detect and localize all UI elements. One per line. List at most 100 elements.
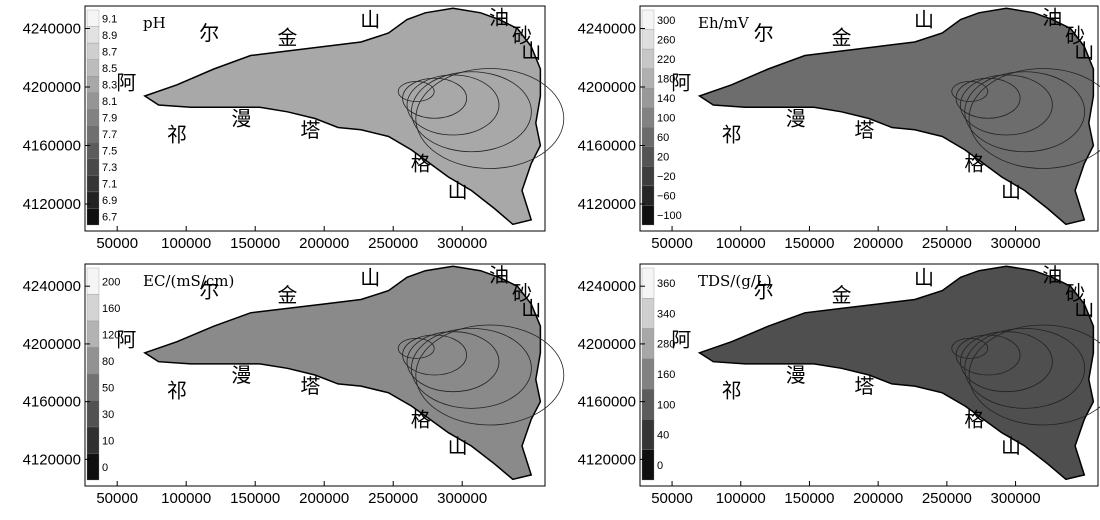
legend-label: 120 <box>102 329 120 341</box>
x-tick-label: 150000 <box>230 490 280 507</box>
place-label-shan-east: 山 <box>521 39 541 63</box>
legend-swatch <box>86 453 100 481</box>
y-tick-label: 4240000 <box>578 21 636 38</box>
place-label-jin: 金 <box>832 26 852 50</box>
legend-label: 60 <box>657 132 669 144</box>
legend-swatch <box>86 109 100 126</box>
place-label-qi: 祁 <box>722 379 742 403</box>
legend-swatch <box>86 76 100 93</box>
legend-swatch <box>86 59 100 77</box>
legend-swatch <box>641 419 655 450</box>
y-tick-label: 4120000 <box>23 451 81 468</box>
place-label-er: 尔 <box>754 21 774 45</box>
y-tick-label: 4120000 <box>578 196 636 213</box>
contour-line <box>410 327 532 409</box>
legend-label: 340 <box>657 308 675 320</box>
x-tick-label: 150000 <box>230 235 280 252</box>
legend-label: 40 <box>657 430 669 442</box>
x-tick-label: 300000 <box>991 235 1041 252</box>
contour-line <box>415 68 565 169</box>
place-label-shan-south: 山 <box>448 434 468 458</box>
legend-swatch <box>86 125 100 143</box>
place-label-man: 漫 <box>786 107 806 131</box>
legend-label: 6.7 <box>102 212 117 224</box>
legend-swatch <box>641 146 655 167</box>
legend-swatch <box>641 68 655 89</box>
y-tick-label: 4240000 <box>578 278 636 295</box>
x-tick-label: 300000 <box>437 490 487 507</box>
legend-swatch <box>641 267 655 299</box>
contour-line <box>955 334 1021 376</box>
legend-swatch <box>86 92 100 110</box>
legend-label: 160 <box>102 303 120 315</box>
legend-label: 360 <box>657 278 675 290</box>
place-label-qi: 祁 <box>167 379 187 403</box>
place-label-sha: 砂 <box>512 281 532 305</box>
contour-line <box>415 324 565 426</box>
x-tick-label: 150000 <box>784 235 834 252</box>
place-label-shan-north: 山 <box>360 265 380 289</box>
x-tick-label: 150000 <box>784 490 834 507</box>
variable-label: pH <box>143 14 166 32</box>
contour-line <box>968 68 1100 169</box>
study-area-region <box>697 7 1095 226</box>
legend-swatch <box>86 347 100 375</box>
y-tick-label: 4240000 <box>23 278 81 295</box>
legend-label: 50 <box>102 382 114 394</box>
legend-label: 10 <box>102 435 114 447</box>
contour-line <box>955 77 1021 119</box>
place-label-shan-east: 山 <box>521 296 541 320</box>
place-label-er: 尔 <box>199 21 219 45</box>
legend-label: 140 <box>657 93 675 105</box>
place-label-ge: 格 <box>964 407 984 431</box>
y-tick-label: 4200000 <box>578 336 636 353</box>
place-label-sha: 砂 <box>1065 23 1085 47</box>
x-tick-label: 300000 <box>437 235 487 252</box>
legend-label: 8.7 <box>102 46 117 58</box>
place-label-shan-south: 山 <box>448 179 468 203</box>
x-tick-label: 100000 <box>161 235 211 252</box>
map-panel-ph: 9.1 8.9 8.7 8.5 8.3 8.1 7.9 7.7 7.5 7.3 7.1 6.9 6.7 p… <box>23 5 565 252</box>
legend-label: −100 <box>657 210 682 222</box>
legend-label: 7.9 <box>102 113 117 125</box>
legend-swatch <box>86 373 100 401</box>
study-area-region <box>697 265 1095 481</box>
y-tick-label: 4240000 <box>23 21 81 38</box>
y-tick-label: 4160000 <box>578 394 636 411</box>
legend-swatch <box>86 26 100 44</box>
variable-label: EC/(mS/cm) <box>143 272 234 290</box>
legend-swatch <box>86 9 100 27</box>
y-tick-label: 4120000 <box>578 451 636 468</box>
y-tick-label: 4160000 <box>578 138 636 155</box>
place-label-jin: 金 <box>832 283 852 307</box>
legend-label: −20 <box>657 171 676 183</box>
x-tick-label: 200000 <box>853 490 903 507</box>
legend-label: −60 <box>657 191 676 203</box>
place-label-a: 阿 <box>671 71 691 95</box>
legend-label: 8.3 <box>102 79 117 91</box>
place-label-jin: 金 <box>277 26 297 50</box>
legend-label: 8.9 <box>102 30 117 42</box>
legend-swatch <box>86 294 100 322</box>
place-label-shan-north: 山 <box>914 8 934 32</box>
legend-swatch <box>86 191 100 209</box>
legend-swatch <box>641 107 655 128</box>
y-tick-label: 4200000 <box>578 79 636 96</box>
legend-swatch <box>86 142 100 159</box>
legend-swatch <box>86 208 100 226</box>
place-label-shan-north: 山 <box>360 8 380 32</box>
legend-label: 0 <box>102 462 108 474</box>
x-tick-label: 300000 <box>991 490 1041 507</box>
place-label-you: 油 <box>489 263 509 287</box>
place-label-you: 油 <box>489 5 509 29</box>
x-tick-label: 50000 <box>651 490 693 507</box>
legend-label: 260 <box>657 34 675 46</box>
place-label-shan-east: 山 <box>1074 296 1094 320</box>
legend-swatch <box>86 42 100 60</box>
x-tick-label: 250000 <box>368 235 418 252</box>
legend-label: 0 <box>657 460 663 472</box>
place-label-ge: 格 <box>411 407 431 431</box>
study-area-region <box>143 265 542 481</box>
